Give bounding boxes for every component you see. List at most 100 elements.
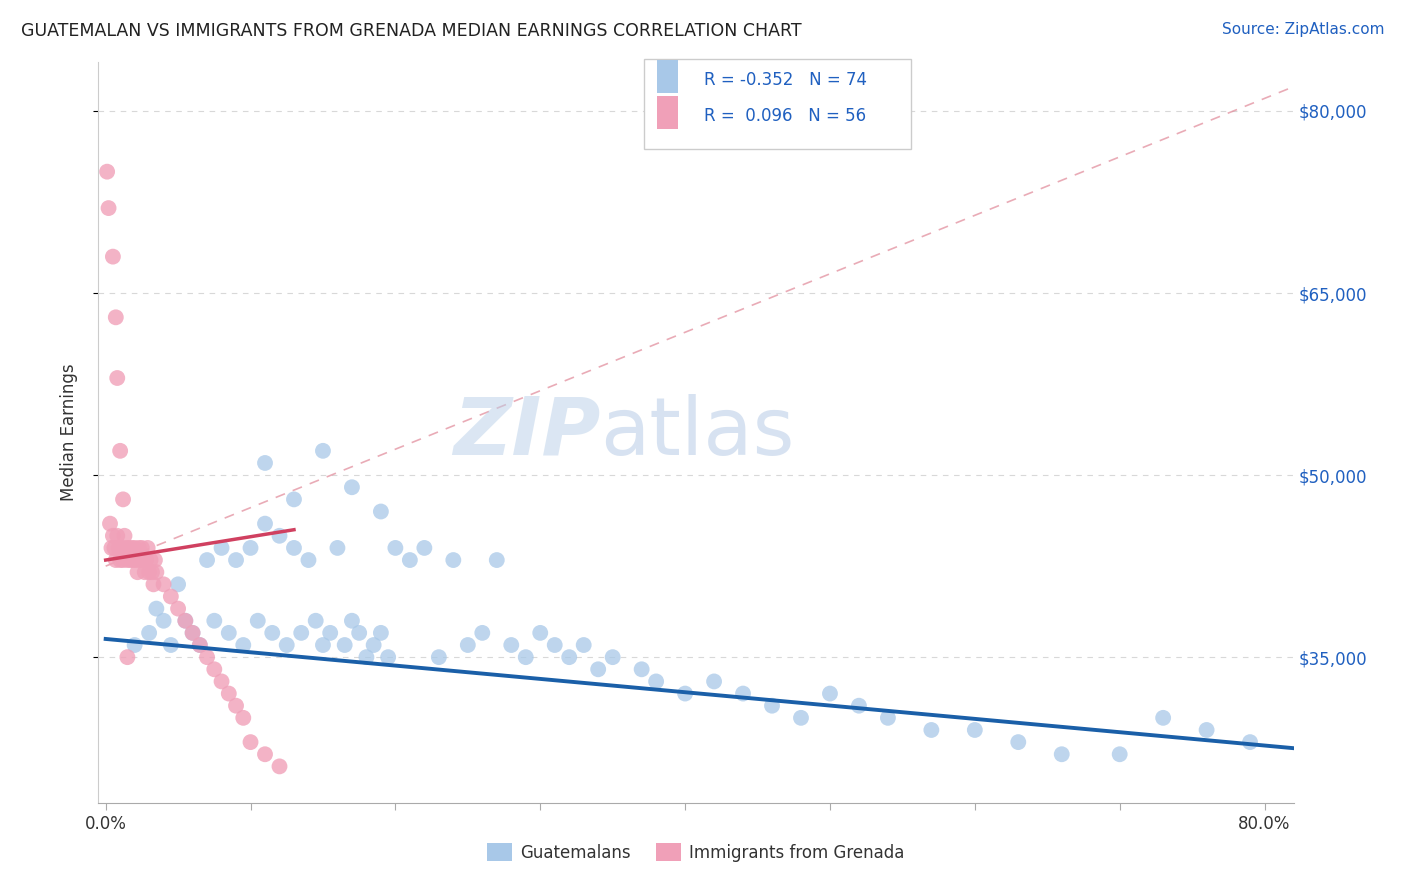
Y-axis label: Median Earnings: Median Earnings xyxy=(59,364,77,501)
Point xyxy=(319,626,342,640)
Point xyxy=(297,553,319,567)
Point xyxy=(790,711,813,725)
Point xyxy=(761,698,783,713)
Point xyxy=(731,687,754,701)
Point xyxy=(122,553,145,567)
Point xyxy=(920,723,942,737)
Point xyxy=(877,711,900,725)
Point xyxy=(167,601,190,615)
Point xyxy=(848,698,870,713)
Point xyxy=(225,698,247,713)
Point xyxy=(117,553,139,567)
Point xyxy=(232,638,254,652)
Point xyxy=(181,626,204,640)
Point xyxy=(485,553,508,567)
Point xyxy=(145,601,167,615)
Point xyxy=(501,638,523,652)
Point xyxy=(139,553,162,567)
Point xyxy=(125,553,148,567)
Point xyxy=(340,614,363,628)
Point xyxy=(112,492,135,507)
Point xyxy=(96,164,118,178)
Point xyxy=(1108,747,1130,762)
Point xyxy=(174,614,197,628)
Point xyxy=(121,541,143,555)
Point xyxy=(246,614,269,628)
Point xyxy=(118,541,141,555)
Point xyxy=(128,541,150,555)
Point xyxy=(269,759,291,773)
Point xyxy=(218,626,240,640)
Point xyxy=(143,553,166,567)
Point xyxy=(276,638,298,652)
Point xyxy=(1050,747,1073,762)
Point xyxy=(160,638,183,652)
Point xyxy=(253,747,276,762)
Point xyxy=(115,541,138,555)
Point xyxy=(167,577,190,591)
Point xyxy=(114,529,136,543)
Point xyxy=(108,443,131,458)
Legend: Guatemalans, Immigrants from Grenada: Guatemalans, Immigrants from Grenada xyxy=(481,837,911,869)
Point xyxy=(413,541,436,555)
Point xyxy=(202,662,225,676)
Point xyxy=(558,650,581,665)
Point xyxy=(283,492,305,507)
Point xyxy=(253,456,276,470)
Point xyxy=(572,638,595,652)
Point xyxy=(145,565,167,579)
Point xyxy=(457,638,479,652)
Point xyxy=(127,565,149,579)
Point xyxy=(195,650,218,665)
Point xyxy=(152,577,174,591)
Point xyxy=(188,638,211,652)
Point xyxy=(211,541,233,555)
Point xyxy=(377,650,399,665)
Point xyxy=(188,638,211,652)
Point xyxy=(239,735,262,749)
Point xyxy=(370,626,392,640)
Point xyxy=(312,638,335,652)
Point xyxy=(340,480,363,494)
Point xyxy=(305,614,328,628)
Point xyxy=(399,553,422,567)
Point xyxy=(124,541,146,555)
Point xyxy=(101,250,124,264)
Point xyxy=(104,310,127,325)
Point xyxy=(673,687,696,701)
Point xyxy=(269,529,291,543)
Text: ZIP: ZIP xyxy=(453,393,600,472)
Point xyxy=(515,650,537,665)
Text: Source: ZipAtlas.com: Source: ZipAtlas.com xyxy=(1222,22,1385,37)
Point xyxy=(312,443,335,458)
Point xyxy=(97,201,120,215)
Point xyxy=(174,614,197,628)
Point xyxy=(181,626,204,640)
Point xyxy=(107,541,129,555)
Point xyxy=(326,541,349,555)
Point xyxy=(124,638,146,652)
Point xyxy=(218,687,240,701)
Point xyxy=(441,553,464,567)
Point xyxy=(117,650,139,665)
Point xyxy=(253,516,276,531)
Point xyxy=(471,626,494,640)
Point xyxy=(384,541,406,555)
Point xyxy=(110,541,132,555)
Point xyxy=(160,590,183,604)
Text: GUATEMALAN VS IMMIGRANTS FROM GRENADA MEDIAN EARNINGS CORRELATION CHART: GUATEMALAN VS IMMIGRANTS FROM GRENADA ME… xyxy=(21,22,801,40)
Point xyxy=(211,674,233,689)
Point xyxy=(529,626,551,640)
Point xyxy=(105,371,128,385)
Point xyxy=(645,674,668,689)
Point xyxy=(101,529,124,543)
Point xyxy=(333,638,356,652)
Point xyxy=(132,553,155,567)
Point xyxy=(152,614,174,628)
Point xyxy=(703,674,725,689)
Point xyxy=(195,553,218,567)
Point xyxy=(105,529,128,543)
Point xyxy=(129,553,152,567)
Point xyxy=(202,614,225,628)
Text: R = -0.352   N = 74: R = -0.352 N = 74 xyxy=(704,71,868,89)
